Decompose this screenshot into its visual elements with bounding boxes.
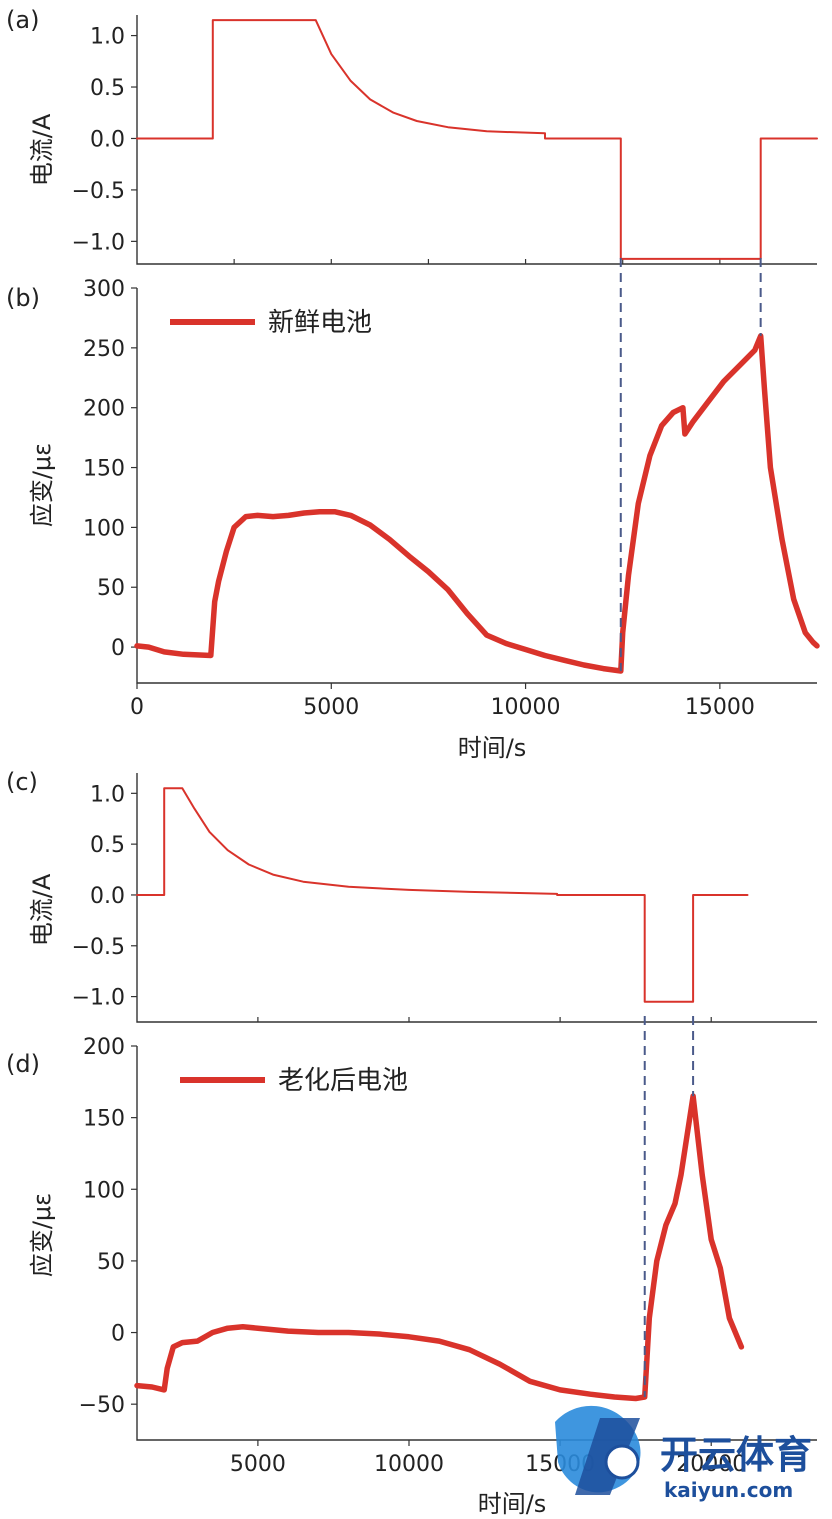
panel-a-ytick-label: −0.5	[72, 179, 125, 204]
panel-d-series	[134, 1093, 745, 1402]
panel-c-axes	[136, 773, 817, 1023]
panel-d-ytick-label: 150	[83, 1107, 125, 1132]
panel-c-label: (c)	[6, 768, 38, 796]
panel-a-ytick-label: 0.5	[90, 76, 125, 101]
panel-b-ytick-label: 150	[83, 457, 125, 482]
panel-b-yticks: 300 250 200 150 100 50 0	[83, 277, 137, 661]
panel-b-strain-fresh: (b) 应变/με 300 250 200 150 100 50 0 0 5000 10000 1…	[6, 277, 820, 762]
panel-c-current-aged: (c) 电流/A 1.0 0.5 0.0 −0.5 −1.0	[6, 768, 817, 1023]
panel-d-xtick-label: 5000	[230, 1452, 286, 1477]
panel-b-xtick-label: 15000	[685, 695, 755, 720]
panel-a-series	[136, 19, 818, 260]
panel-d-yticks: 200 150 100 50 0 −50	[79, 1035, 137, 1418]
kaiyun-watermark-logo: 开云体育 kaiyun.com	[555, 1405, 812, 1502]
panel-b-series	[134, 333, 820, 674]
panel-b-series-line	[134, 333, 820, 674]
panel-a-current-fresh: (a) 电流/A 1.0 0.5 0.0 −0.5 −1.0	[6, 6, 818, 265]
panel-b-ytick-label: 250	[83, 337, 125, 362]
panel-d-xtick-label: 20000	[676, 1452, 746, 1477]
panel-d-label: (d)	[6, 1050, 40, 1078]
dashed-connectors	[619, 258, 762, 1398]
panel-c-series	[136, 787, 749, 1003]
panel-c-ytick-label: −1.0	[72, 986, 125, 1011]
panel-c-ylabel: 电流/A	[28, 873, 56, 946]
panel-a-ytick-label: 1.0	[90, 25, 125, 50]
panel-b-legend-label: 新鲜电池	[268, 308, 372, 338]
panel-c-ytick-label: 1.0	[90, 782, 125, 807]
panel-d-ylabel: 应变/με	[28, 1193, 56, 1277]
panel-d-legend-label: 老化后电池	[278, 1066, 408, 1096]
panel-a-axes	[136, 15, 817, 265]
panel-a-ytick-label: −1.0	[72, 230, 125, 255]
panel-b-ylabel: 应变/με	[28, 443, 56, 527]
watermark-site: kaiyun.com	[664, 1478, 793, 1502]
logo-ball-icon	[604, 1444, 640, 1480]
panel-b-ytick-label: 50	[97, 576, 125, 601]
panel-d-xtick-label: 10000	[374, 1452, 444, 1477]
panel-d-ytick-label: 50	[97, 1250, 125, 1275]
panel-b-xlabel: 时间/s	[458, 734, 527, 762]
panel-b-ytick-label: 200	[83, 397, 125, 422]
panel-a-label: (a)	[6, 6, 39, 34]
panel-b-ytick-label: 0	[111, 636, 125, 661]
panel-c-yticks: 1.0 0.5 0.0 −0.5 −1.0	[72, 782, 137, 1011]
panel-b-label: (b)	[6, 284, 40, 312]
panel-d-series-line	[134, 1093, 745, 1402]
panel-c-ytick-label: −0.5	[72, 935, 125, 960]
panel-b-xtick-label: 5000	[303, 695, 359, 720]
panel-b-xtick-label: 0	[130, 695, 144, 720]
panel-c-ytick-label: 0.5	[90, 833, 125, 858]
panel-a-ytick-label: 0.0	[90, 127, 125, 152]
panel-c-xticks	[257, 1017, 712, 1022]
panel-b-xticks: 0 5000 10000 15000	[130, 683, 755, 720]
panel-b-ytick-label: 100	[83, 516, 125, 541]
panel-a-series-line	[136, 19, 818, 260]
panel-d-ytick-label: 0	[111, 1322, 125, 1347]
panel-d-ytick-label: 100	[83, 1178, 125, 1203]
panel-b-xtick-label: 10000	[491, 695, 561, 720]
panel-b-ytick-label: 300	[83, 277, 125, 302]
panel-a-ylabel: 电流/A	[28, 113, 56, 186]
panel-d-xlabel: 时间/s	[478, 1490, 547, 1518]
panel-d-ytick-label: 200	[83, 1035, 125, 1060]
panel-d-ytick-label: −50	[79, 1393, 125, 1418]
watermark-brand: 开云体育	[660, 1433, 812, 1477]
panel-c-series-line	[136, 787, 749, 1003]
panel-a-yticks: 1.0 0.5 0.0 −0.5 −1.0	[72, 25, 137, 255]
panel-c-ytick-label: 0.0	[90, 884, 125, 909]
